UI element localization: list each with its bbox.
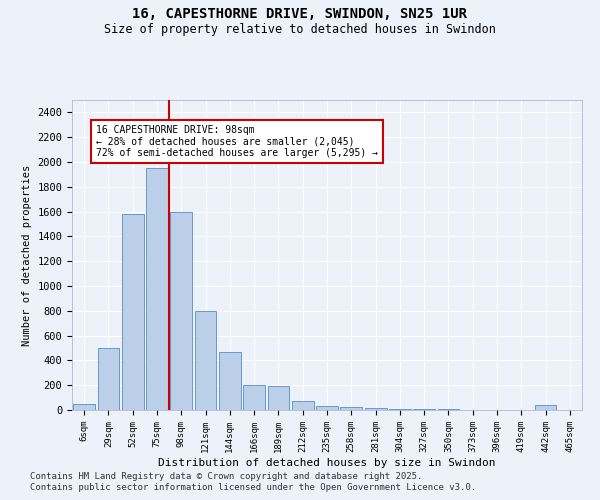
Bar bbox=[268, 386, 289, 410]
Bar bbox=[340, 407, 362, 410]
Bar bbox=[73, 404, 95, 410]
Bar bbox=[316, 406, 338, 410]
Bar bbox=[292, 400, 314, 410]
Bar bbox=[194, 311, 217, 410]
Bar bbox=[243, 385, 265, 410]
Bar bbox=[535, 405, 556, 410]
Bar bbox=[97, 348, 119, 410]
Bar bbox=[146, 168, 168, 410]
Y-axis label: Number of detached properties: Number of detached properties bbox=[22, 164, 32, 346]
Text: Contains public sector information licensed under the Open Government Licence v3: Contains public sector information licen… bbox=[30, 484, 476, 492]
Text: 16, CAPESTHORNE DRIVE, SWINDON, SN25 1UR: 16, CAPESTHORNE DRIVE, SWINDON, SN25 1UR bbox=[133, 8, 467, 22]
Text: Contains HM Land Registry data © Crown copyright and database right 2025.: Contains HM Land Registry data © Crown c… bbox=[30, 472, 422, 481]
Bar bbox=[389, 409, 411, 410]
Text: Size of property relative to detached houses in Swindon: Size of property relative to detached ho… bbox=[104, 22, 496, 36]
X-axis label: Distribution of detached houses by size in Swindon: Distribution of detached houses by size … bbox=[158, 458, 496, 468]
Bar bbox=[122, 214, 143, 410]
Bar bbox=[219, 352, 241, 410]
Text: 16 CAPESTHORNE DRIVE: 98sqm
← 28% of detached houses are smaller (2,045)
72% of : 16 CAPESTHORNE DRIVE: 98sqm ← 28% of det… bbox=[96, 125, 378, 158]
Bar bbox=[170, 212, 192, 410]
Bar bbox=[365, 408, 386, 410]
Bar bbox=[413, 409, 435, 410]
